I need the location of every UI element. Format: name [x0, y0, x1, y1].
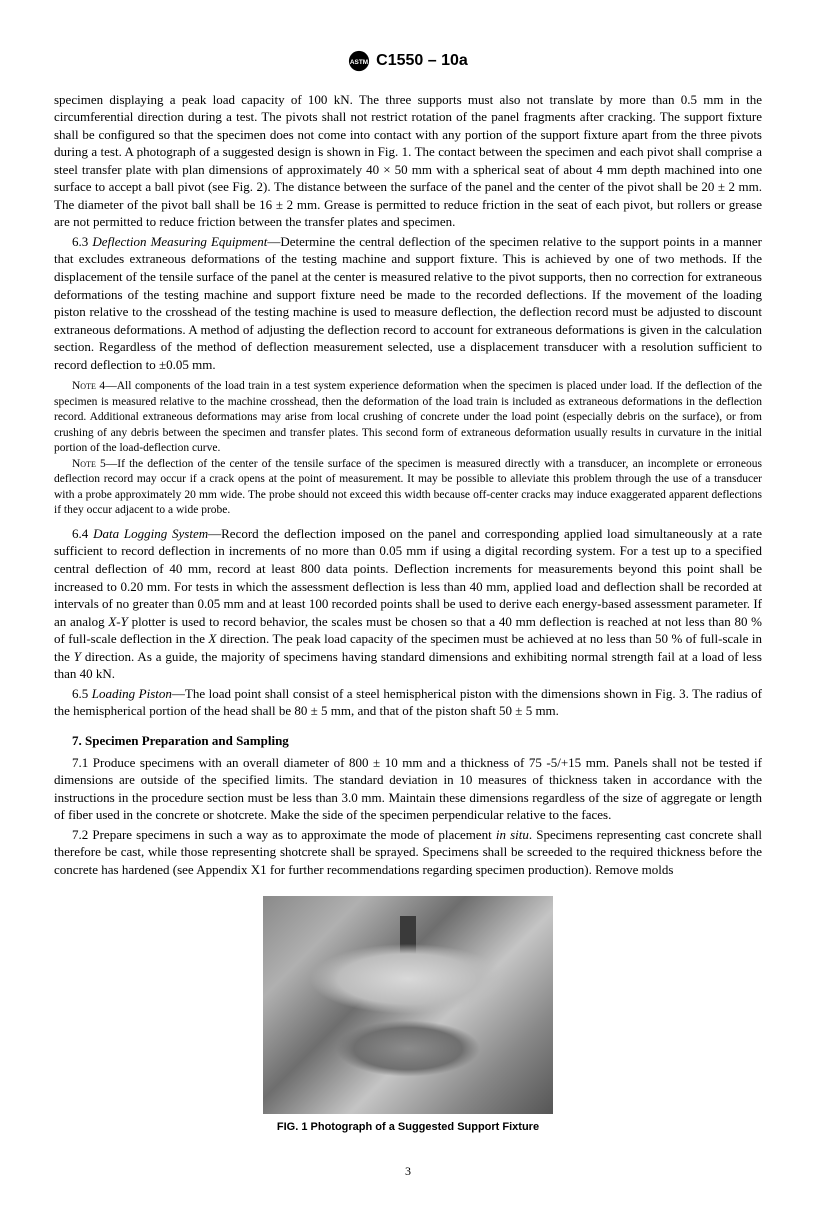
section-title: Loading Piston [92, 686, 172, 701]
note-label: Note 5 [72, 458, 106, 470]
figure-photo [263, 896, 553, 1114]
section-title: Deflection Measuring Equipment [92, 234, 267, 249]
note-block: Note 4—All components of the load train … [54, 379, 762, 519]
note-text: —If the deflection of the center of the … [54, 458, 762, 517]
svg-text:ASTM: ASTM [350, 59, 368, 66]
figure-1: FIG. 1 Photograph of a Suggested Support… [54, 896, 762, 1135]
section-7-2: 7.2 Prepare specimens in such a way as t… [54, 826, 762, 879]
astm-logo-icon: ASTM [348, 50, 370, 72]
page-number: 3 [54, 1163, 762, 1179]
page-header: ASTM C1550 – 10a [54, 50, 762, 77]
section-6-4: 6.4 Data Logging System—Record the defle… [54, 525, 762, 683]
section-number: 6.5 [72, 686, 88, 701]
section-body: Produce specimens with an overall diamet… [54, 755, 762, 823]
section-body: —Determine the central deflection of the… [54, 234, 762, 372]
note-5: Note 5—If the deflection of the center o… [54, 457, 762, 519]
note-4: Note 4—All components of the load train … [54, 379, 762, 457]
section-number: 7.1 [72, 755, 88, 770]
section-number: 7.2 [72, 827, 88, 842]
paragraph-continuation: specimen displaying a peak load capacity… [54, 91, 762, 231]
section-number: 6.4 [72, 526, 88, 541]
standard-number: C1550 – 10a [376, 50, 468, 72]
note-label: Note 4 [72, 380, 105, 392]
section-7-heading: 7. Specimen Preparation and Sampling [54, 732, 762, 750]
note-text: —All components of the load train in a t… [54, 380, 762, 454]
section-title: Data Logging System [93, 526, 208, 541]
section-6-3: 6.3 Deflection Measuring Equipment—Deter… [54, 233, 762, 373]
section-7-1: 7.1 Produce specimens with an overall di… [54, 754, 762, 824]
figure-caption: FIG. 1 Photograph of a Suggested Support… [54, 1120, 762, 1135]
page: ASTM C1550 – 10a specimen displaying a p… [0, 0, 816, 1219]
section-number: 6.3 [72, 234, 88, 249]
section-6-5: 6.5 Loading Piston—The load point shall … [54, 685, 762, 720]
